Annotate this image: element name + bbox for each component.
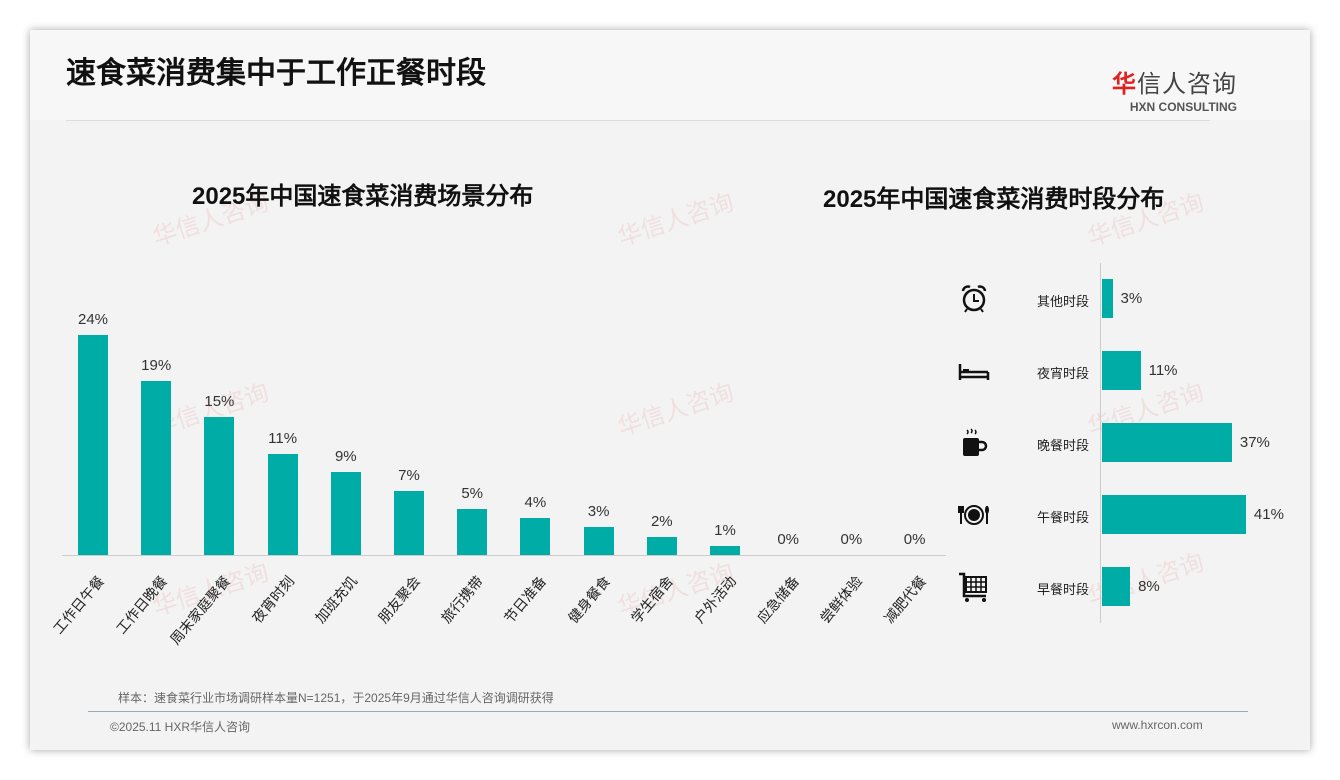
category-label: 其他时段 — [1036, 294, 1089, 309]
value-label: 0% — [903, 531, 926, 548]
website-url: www.hxrcon.com — [1112, 718, 1203, 732]
value-label: 11% — [268, 430, 298, 448]
bar-3 — [267, 454, 298, 555]
bar-10 — [710, 545, 740, 555]
bar-4 — [330, 472, 361, 555]
bar-1 — [141, 380, 172, 555]
bar-8 — [583, 527, 614, 555]
logo-red-char: 华 — [1112, 71, 1137, 98]
category-label: 晚餐时段 — [1036, 438, 1089, 453]
category-label: 午餐时段 — [1036, 510, 1089, 525]
bar-2 — [204, 417, 235, 555]
value-label: 4% — [524, 494, 547, 512]
value-label: 5% — [461, 485, 484, 503]
logo-cn: 信人咨询 — [1137, 71, 1237, 98]
right-chart-title: 2025年中国速食菜消费时段分布 — [823, 186, 1165, 213]
bar-9 — [646, 536, 677, 555]
logo: 华信人咨询 HXN CONSULTING — [1112, 64, 1237, 114]
value-label: 7% — [398, 466, 420, 484]
value-label: 11% — [1148, 362, 1178, 379]
bar-2 — [1102, 423, 1232, 462]
sample-note: 样本：速食菜行业市场调研样本量N=1251，于2025年9月通过华信人咨询调研获… — [118, 691, 554, 705]
value-label: 1% — [714, 521, 736, 539]
header-divider — [66, 120, 1210, 121]
alarm-clock-icon — [957, 282, 991, 316]
shopping-cart-icon — [957, 570, 991, 604]
bar-4 — [1102, 567, 1131, 606]
value-label: 37% — [1239, 434, 1270, 451]
category-label: 夜宵时段 — [1036, 366, 1089, 381]
logo-en: HXN CONSULTING — [1129, 100, 1237, 114]
bar-6 — [457, 509, 488, 555]
value-label: 19% — [141, 356, 172, 374]
value-label: 3% — [587, 503, 610, 521]
value-label: 41% — [1253, 506, 1284, 523]
bar-7 — [520, 518, 551, 555]
bar-1 — [1102, 351, 1141, 390]
plate-cutlery-icon — [957, 498, 991, 532]
value-label: 9% — [334, 448, 357, 466]
value-label: 2% — [650, 512, 673, 530]
coffee-mug-icon — [957, 426, 991, 460]
right-chart-axis — [1100, 263, 1101, 623]
header — [30, 30, 1310, 120]
value-label: 3% — [1120, 290, 1143, 307]
slide — [30, 30, 1310, 750]
copyright: ©2025.11 HXR华信人咨询 — [110, 720, 250, 734]
value-label: 24% — [77, 310, 109, 328]
value-label: 0% — [840, 531, 863, 548]
category-label: 早餐时段 — [1036, 582, 1089, 597]
footer-divider — [88, 711, 1248, 712]
bed-icon — [957, 354, 991, 388]
value-label: 15% — [204, 393, 235, 411]
bar-5 — [394, 490, 424, 555]
bar-0 — [1102, 279, 1113, 318]
page-title: 速食菜消费集中于工作正餐时段 — [66, 57, 486, 90]
bar-0 — [78, 334, 108, 555]
value-label: 0% — [777, 531, 800, 548]
left-chart-baseline — [62, 555, 946, 556]
left-chart-title: 2025年中国速食菜消费场景分布 — [192, 183, 534, 210]
value-label: 8% — [1138, 578, 1160, 595]
bar-3 — [1102, 495, 1246, 534]
